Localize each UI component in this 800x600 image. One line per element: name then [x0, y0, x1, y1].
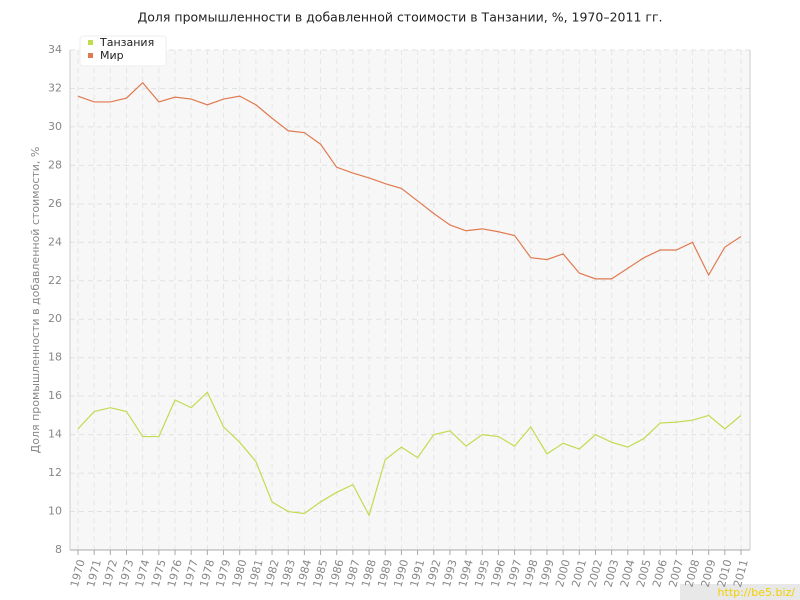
y-tick-label: 14 [48, 428, 62, 441]
legend-swatch [88, 40, 93, 45]
watermark-bg [680, 584, 800, 600]
y-tick-label: 22 [48, 274, 62, 287]
y-tick-label: 10 [48, 505, 62, 518]
legend-swatch [88, 53, 93, 58]
legend-label: Танзания [99, 36, 154, 49]
y-tick-label: 18 [48, 351, 62, 364]
y-tick-label: 26 [48, 197, 62, 210]
chart-title: Доля промышленности в добавленной стоимо… [138, 10, 663, 25]
y-tick-label: 34 [48, 43, 62, 56]
y-tick-label: 28 [48, 158, 62, 171]
plot-area [70, 50, 750, 550]
y-axis-label: Доля промышленности в добавленной стоимо… [29, 147, 42, 454]
y-tick-label: 20 [48, 312, 62, 325]
series-line [77, 391, 742, 517]
y-tick-label: 8 [55, 543, 62, 556]
y-tick-label: 24 [48, 235, 62, 248]
y-tick-label: 30 [48, 120, 62, 133]
watermark: http://be5.biz/ [718, 586, 796, 599]
legend-box [79, 35, 167, 67]
y-tick-label: 12 [48, 466, 62, 479]
series-line [77, 81, 742, 280]
y-tick-label: 32 [48, 81, 62, 94]
legend-label: Мир [100, 49, 124, 62]
y-tick-label: 16 [48, 389, 62, 402]
